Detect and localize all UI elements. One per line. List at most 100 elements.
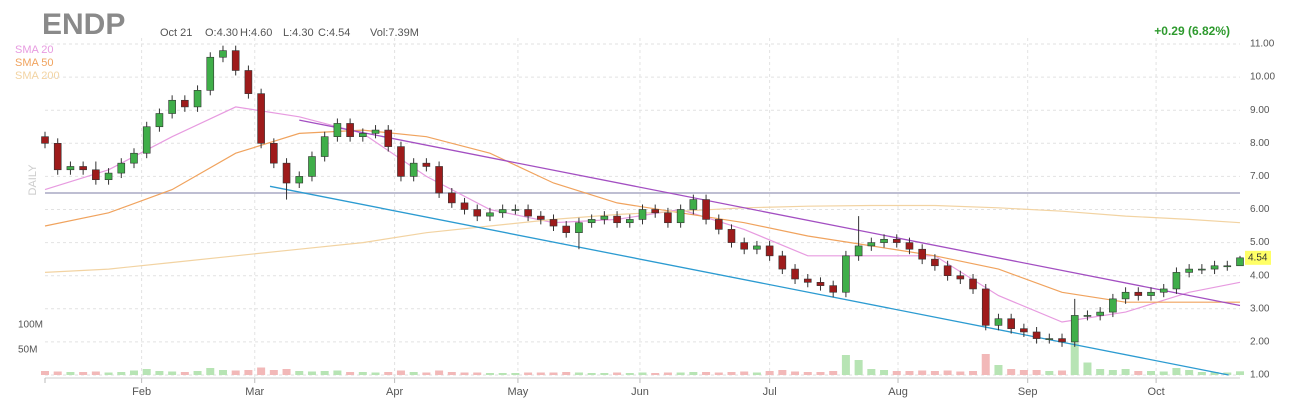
volume-bar: [218, 370, 227, 375]
volume-bar: [765, 371, 774, 375]
candle-body: [244, 70, 253, 94]
volume-bar: [740, 371, 749, 375]
volume-bar: [613, 372, 622, 375]
volume-bar: [269, 370, 278, 375]
legend-entry: SMA 50: [15, 57, 54, 69]
volume-bar: [91, 371, 100, 375]
candle-body: [1223, 265, 1232, 268]
volume-bar: [1210, 372, 1219, 375]
volume-bar: [803, 372, 812, 375]
moving-average: [44, 129, 1240, 303]
candle-body: [1045, 338, 1054, 340]
candle-body: [524, 209, 532, 217]
candle-body: [664, 212, 672, 224]
date: Oct 21: [160, 27, 192, 39]
candle-body: [803, 278, 812, 283]
candle-body: [409, 162, 418, 177]
volume-bar: [295, 371, 304, 375]
x-tick-label: Aug: [888, 386, 908, 398]
volume-bar: [53, 371, 62, 375]
header-stat: Vol:7.39M: [370, 27, 419, 39]
candle-body: [1185, 268, 1193, 273]
candle-body: [231, 50, 240, 71]
x-tick-label: Apr: [386, 386, 403, 398]
candle-body: [791, 268, 799, 280]
candle-body: [1109, 298, 1117, 313]
volume-bar: [257, 367, 266, 375]
candle-body: [66, 166, 75, 171]
header-stat: C:4.54: [318, 27, 350, 39]
volume-bar: [905, 371, 914, 375]
volume-bar: [117, 372, 126, 375]
candle-body: [638, 209, 647, 220]
candle-body: [1210, 265, 1219, 270]
candle-body: [600, 215, 609, 220]
volume-bar: [714, 372, 723, 375]
candle-body: [397, 146, 405, 177]
candle-body: [104, 172, 113, 181]
volume-bar: [816, 372, 825, 375]
volume-bar: [829, 371, 838, 375]
volume-bar: [702, 372, 711, 375]
candle-body: [511, 209, 520, 211]
candle-body: [486, 212, 494, 217]
volume-bar: [574, 372, 583, 375]
volume-bar: [180, 372, 189, 375]
candle-body: [714, 219, 723, 230]
volume-bar: [79, 372, 88, 375]
candle-body: [1070, 315, 1079, 343]
volume-bar: [1108, 370, 1117, 375]
candle-body: [1083, 315, 1092, 317]
x-tick-label: Sep: [1018, 386, 1038, 398]
header-stat: O:4.30: [205, 27, 238, 39]
candle-body: [829, 285, 837, 293]
volume-bar: [930, 371, 939, 375]
volume-bar: [447, 372, 456, 375]
volume-bar: [918, 370, 927, 375]
candle-body: [816, 282, 825, 286]
volume-bar: [676, 372, 685, 375]
y-tick-label: 8.00: [1250, 138, 1270, 149]
candle-body: [422, 162, 431, 167]
candle-body: [778, 255, 787, 270]
last-price-box: [1245, 250, 1271, 265]
volume-bar: [943, 370, 952, 375]
volume-bar: [422, 372, 431, 375]
volume-bar: [396, 370, 405, 375]
volume-bar: [371, 372, 380, 375]
candle-body: [651, 209, 660, 214]
legend-entry: SMA 20: [15, 44, 54, 56]
volume-bar: [498, 373, 507, 375]
x-tick-label: Oct: [1148, 386, 1165, 398]
volume-bar: [155, 371, 164, 375]
candle-body: [981, 288, 990, 326]
volume-bar: [727, 372, 736, 375]
volume-bar: [1070, 342, 1079, 375]
candle-body: [181, 99, 189, 108]
candle-body: [575, 222, 583, 233]
candle-body: [1159, 288, 1168, 293]
candle-body: [130, 152, 138, 164]
candle-body: [320, 136, 329, 157]
candle-body: [689, 199, 698, 210]
volume-bar: [600, 373, 609, 375]
volume-bar: [536, 372, 545, 375]
volume-bar: [1058, 370, 1067, 375]
candle-body: [270, 143, 278, 164]
candle-body: [92, 169, 100, 181]
x-tick-label: May: [508, 386, 529, 398]
volume-bar: [206, 368, 215, 375]
candle-body: [117, 162, 126, 174]
candle-body: [880, 238, 888, 243]
candle-body: [282, 162, 291, 184]
volume-bar: [841, 355, 850, 375]
candle-body: [295, 176, 304, 184]
volume-bar: [104, 372, 113, 375]
volume-bar: [994, 365, 1003, 375]
volume-bar: [193, 371, 202, 375]
candle-body: [448, 192, 456, 204]
candle-body: [727, 229, 736, 243]
volume-bar: [1134, 371, 1143, 375]
volume-bar: [1159, 371, 1168, 375]
